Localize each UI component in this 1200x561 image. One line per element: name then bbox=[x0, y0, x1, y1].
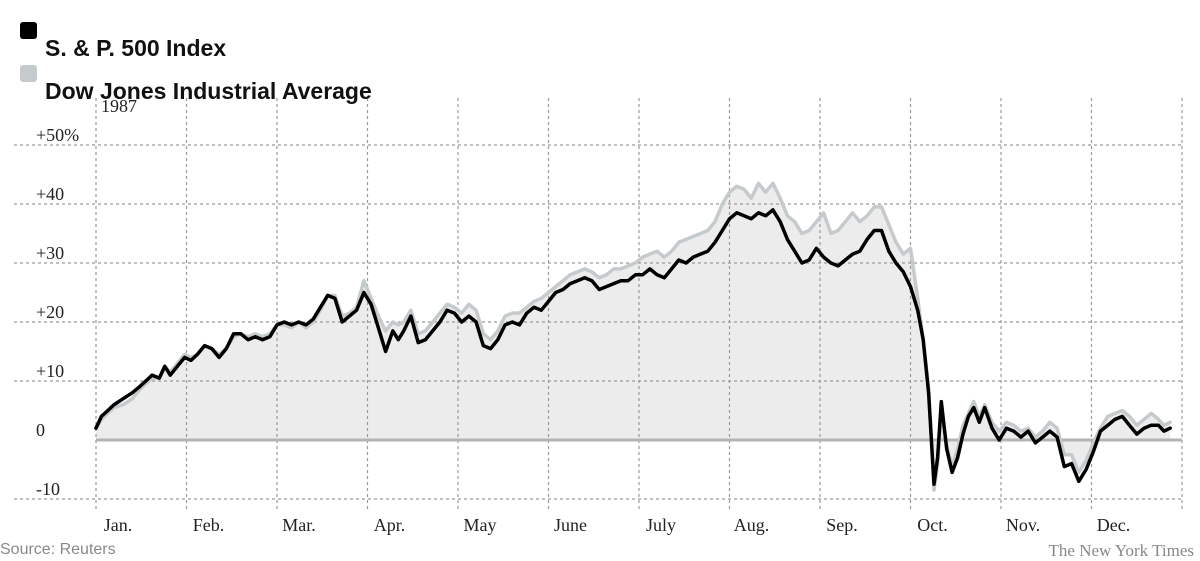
legend-item-sp500: S. & P. 500 Index bbox=[20, 18, 372, 61]
legend: S. & P. 500 Index Dow Jones Industrial A… bbox=[20, 18, 372, 104]
x-tick-label: Nov. bbox=[1006, 515, 1040, 535]
x-tick-label: May bbox=[464, 515, 497, 535]
legend-label-sp500: S. & P. 500 Index bbox=[45, 35, 227, 61]
source-note: Source: Reuters bbox=[0, 541, 116, 558]
gridlines bbox=[14, 98, 1183, 512]
year-label: 1987 bbox=[101, 96, 137, 116]
y-tick-label: +20 bbox=[36, 302, 64, 322]
x-tick-label: Mar. bbox=[282, 515, 316, 535]
x-tick-label: June bbox=[554, 515, 587, 535]
legend-item-dow: Dow Jones Industrial Average bbox=[20, 61, 372, 104]
series-line-sp500 bbox=[94, 208, 1172, 487]
legend-swatch-dow bbox=[20, 65, 37, 82]
series-lines bbox=[94, 181, 1172, 492]
x-tick-label: Jan. bbox=[104, 515, 133, 535]
y-tick-label: +10 bbox=[36, 361, 64, 381]
y-axis-ticks: -10 0 +10 +20 +30 +40 +50% bbox=[36, 125, 79, 499]
x-tick-label: Sep. bbox=[826, 515, 858, 535]
x-tick-label: Aug. bbox=[734, 515, 770, 535]
y-tick-label: +40 bbox=[36, 184, 64, 204]
legend-label-dow: Dow Jones Industrial Average bbox=[45, 78, 372, 104]
x-tick-label: Feb. bbox=[193, 515, 225, 535]
x-tick-label: Oct. bbox=[917, 515, 948, 535]
credit-note: The New York Times bbox=[1048, 541, 1194, 560]
x-tick-label: July bbox=[646, 515, 676, 535]
fill-area-layer bbox=[96, 183, 1171, 491]
x-axis-ticks: Jan. Feb. Mar. Apr. May June July Aug. Sep. Oct. N… bbox=[104, 515, 1130, 535]
y-tick-label: -10 bbox=[36, 479, 60, 499]
y-tick-label: +30 bbox=[36, 243, 64, 263]
y-tick-label: 0 bbox=[36, 420, 45, 440]
area-fill bbox=[96, 183, 1171, 491]
x-tick-label: Dec. bbox=[1097, 515, 1130, 535]
legend-swatch-sp500 bbox=[20, 22, 37, 39]
y-tick-label: +50% bbox=[36, 125, 79, 145]
x-tick-label: Apr. bbox=[374, 515, 406, 535]
